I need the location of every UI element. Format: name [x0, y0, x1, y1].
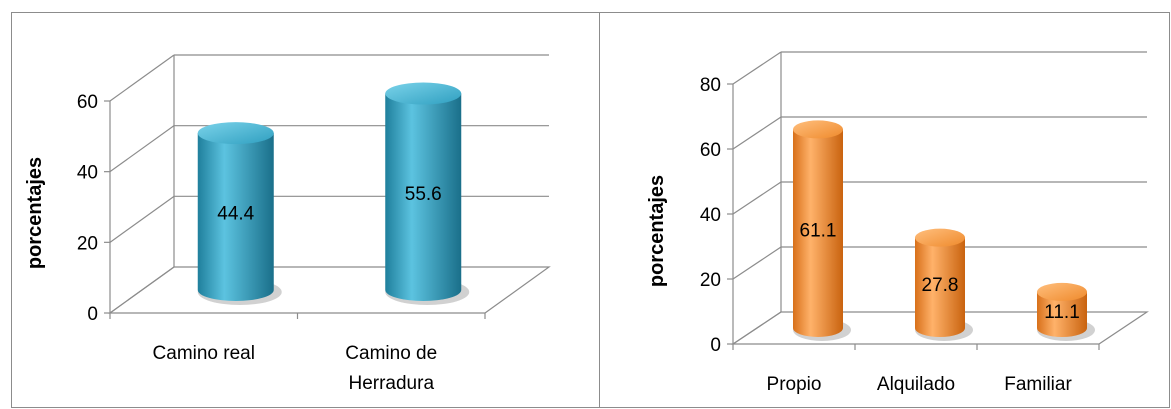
plot-area — [727, 51, 1149, 350]
x-category-label: Camino real — [153, 343, 255, 364]
data-label: 27.8 — [922, 275, 959, 296]
y-tick-label: 80 — [700, 75, 721, 96]
x-category-label: Alquilado — [877, 374, 955, 395]
data-label: 61.1 — [800, 221, 837, 242]
bar-top — [793, 120, 843, 139]
gridline-side — [732, 181, 782, 215]
gridline-side — [109, 125, 175, 173]
bar-top — [915, 228, 965, 247]
y-tick-label: 0 — [710, 335, 721, 356]
bar — [915, 228, 973, 341]
y-tick-label: 40 — [700, 205, 721, 226]
bar — [385, 82, 470, 305]
y-axis-label: porcentajes — [24, 157, 46, 269]
chart-right-svg: porcentajes 0 20 40 60 80 61.1 27.8 11.1 Propi… — [646, 51, 1149, 395]
bar — [793, 120, 851, 341]
plot-area — [104, 54, 551, 319]
gridline-side — [732, 246, 782, 280]
x-category-label: Camino de — [345, 343, 437, 364]
chart-left-svg: porcentajes 0 20 40 60 44.4 55.6 Camino real… — [24, 54, 551, 394]
bar — [197, 122, 282, 305]
floor — [108, 266, 551, 314]
x-category-label: Familiar — [1004, 374, 1072, 395]
y-tick-label: 60 — [77, 92, 98, 113]
data-label: 11.1 — [1044, 302, 1080, 323]
gridline-side — [732, 116, 782, 150]
data-label: 44.4 — [217, 204, 254, 225]
gridline-side — [732, 51, 782, 85]
y-axis-label: porcentajes — [646, 175, 668, 287]
x-category-label: Herradura — [348, 373, 434, 394]
bar-body — [1037, 291, 1087, 337]
bar-top — [1037, 282, 1087, 301]
bar-body — [197, 133, 274, 301]
y-tick-label: 20 — [700, 270, 721, 291]
data-label: 55.6 — [405, 184, 442, 205]
gridline-side — [109, 54, 175, 102]
y-tick-label: 60 — [700, 140, 721, 161]
bar-top — [385, 82, 462, 105]
y-tick-label: 40 — [77, 163, 98, 184]
y-tick-label: 0 — [87, 304, 98, 325]
x-category-label: Propio — [767, 374, 822, 395]
gridline-side — [109, 195, 175, 243]
y-tick-label: 20 — [77, 233, 98, 254]
bar-body — [793, 129, 843, 337]
chart-right-panel: porcentajes 0 20 40 60 80 61.1 27.8 11.1 Propi… — [599, 12, 1170, 408]
chart-left-panel: porcentajes 0 20 40 60 44.4 55.6 Camino real… — [11, 12, 600, 408]
bar-body — [385, 93, 462, 302]
bar-body — [915, 237, 965, 337]
bar — [1037, 282, 1095, 341]
bar-top — [197, 122, 274, 145]
